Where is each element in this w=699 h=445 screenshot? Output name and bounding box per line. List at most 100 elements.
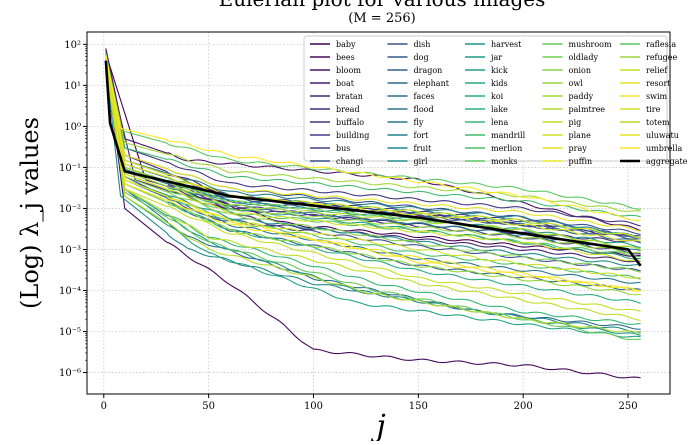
legend-label-pig: pig — [569, 118, 582, 127]
legend-label-palmtree: palmtree — [569, 105, 606, 114]
series-line-plane — [105, 60, 641, 279]
legend-label-oldlady: oldlady — [569, 53, 599, 62]
legend-label-elephant: elephant — [414, 79, 450, 88]
legend-label-faces: faces — [414, 92, 435, 101]
legend-label-bread: bread — [336, 105, 360, 114]
legend-label-jar: jar — [490, 53, 502, 62]
series-line-monks — [105, 58, 641, 258]
legend-label-resort: resort — [646, 79, 671, 88]
series-line-puffin — [105, 60, 641, 292]
legend-label-paddy: paddy — [569, 92, 594, 101]
series-line-tire — [105, 58, 641, 262]
x-axis-label: j — [370, 409, 385, 441]
legend-label-lake: lake — [491, 105, 508, 114]
series-line-elephant — [105, 56, 641, 244]
y-tick-label: 10⁻³ — [59, 245, 81, 256]
series-line-totem — [105, 65, 641, 335]
legend-label-raflesia: raflesia — [646, 40, 676, 49]
x-tick-label: 250 — [619, 401, 638, 412]
series-line-raflesia — [105, 53, 641, 210]
y-tick-label: 10⁻¹ — [59, 163, 81, 174]
legend-label-plane: plane — [569, 131, 592, 140]
series-line-buffalo — [105, 50, 641, 227]
legend-label-relief: relief — [646, 66, 668, 75]
legend-label-building: building — [336, 131, 369, 140]
y-tick-label: 10⁻⁵ — [59, 327, 81, 338]
legend-label-mushroom: mushroom — [569, 40, 612, 49]
legend-label-mandrill: mandrill — [491, 131, 526, 140]
series-line-mandrill — [105, 53, 641, 218]
x-tick-label: 200 — [514, 401, 533, 412]
legend-label-koi: koi — [491, 92, 504, 101]
y-tick-label: 10² — [64, 40, 81, 51]
series-line-faces — [105, 60, 641, 330]
legend-label-monks: monks — [491, 157, 518, 166]
legend-label-bratan: bratan — [336, 92, 363, 101]
y-ticks: 10⁻⁶ 10⁻⁵ 10⁻⁴ 10⁻³ 10⁻² 10⁻¹ 10⁰ 10¹ 10² — [59, 40, 87, 379]
x-tick-label: 0 — [101, 401, 107, 412]
x-tick-label: 50 — [202, 401, 215, 412]
series-line-owl — [105, 62, 641, 296]
legend-label-bees: bees — [336, 53, 355, 62]
legend-label-fort: fort — [414, 131, 430, 140]
legend-label-tire: tire — [646, 105, 661, 114]
legend-label-totem: totem — [646, 118, 670, 127]
legend-label-dish: dish — [414, 40, 431, 49]
legend-label-pray: pray — [569, 144, 588, 153]
legend-label-dog: dog — [414, 53, 429, 62]
series-line-dragon — [105, 65, 641, 291]
legend-label-bloom: bloom — [336, 66, 361, 75]
x-ticks: 0 50 100 150 200 250 — [101, 394, 638, 412]
chart-title: Eulerian plot for various images — [219, 0, 546, 11]
legend-label-kick: kick — [491, 66, 508, 75]
legend-label-onion: onion — [569, 66, 592, 75]
chart-subtitle: (M = 256) — [348, 11, 415, 26]
series-line-kick — [105, 58, 641, 260]
series-line-baby — [105, 53, 641, 257]
legend-label-bus: bus — [336, 144, 350, 153]
plot-frame — [86, 31, 671, 395]
legend-label-girl: girl — [414, 157, 429, 166]
legend: baby bees bloom boat bratan bread buffalo build… — [303, 35, 688, 166]
series-line-paddy — [105, 54, 641, 212]
legend-label-refugee: refugee — [646, 53, 678, 62]
legend-label-fruit: fruit — [414, 144, 432, 153]
y-tick-label: 10¹ — [64, 81, 81, 92]
legend-label-changi: changi — [336, 157, 364, 166]
series-line-lena — [105, 62, 641, 325]
legend-label-aggregate: aggregate — [646, 157, 688, 166]
legend-label-kids: kids — [491, 79, 508, 88]
series-line-pray — [105, 56, 641, 242]
legend-label-puffin: puffin — [569, 157, 593, 166]
legend-box — [303, 35, 668, 162]
y-axis-label: (Log) λ_j values — [16, 117, 44, 309]
series-line-refugee — [105, 58, 641, 254]
legend-label-lena: lena — [491, 118, 508, 127]
series-line-relief — [105, 62, 641, 313]
series-line-palmtree — [105, 58, 641, 251]
legend-label-harvest: harvest — [491, 40, 522, 49]
legend-label-fly: fly — [414, 118, 424, 127]
legend-label-boat: boat — [336, 79, 355, 88]
legend-label-dragon: dragon — [414, 66, 443, 75]
series-line-bees — [105, 60, 641, 379]
y-tick-label: 10⁻² — [59, 204, 81, 215]
series-line-resort — [105, 56, 641, 239]
series-line-swim — [105, 60, 641, 292]
series-lines — [104, 48, 642, 379]
series-line-oldlady — [105, 56, 641, 250]
legend-label-baby: baby — [336, 40, 356, 49]
legend-label-owl: owl — [569, 79, 584, 88]
series-line-kids — [105, 65, 641, 338]
series-line-umbrella — [105, 56, 641, 221]
series-line-pig — [105, 65, 641, 321]
series-line-mushroom — [105, 65, 641, 341]
series-line-fort — [105, 54, 641, 239]
y-tick-label: 10⁻⁶ — [59, 368, 81, 379]
legend-label-merlion: merlion — [491, 144, 522, 153]
series-line-fly — [105, 58, 641, 252]
legend-label-umbrella: umbrella — [646, 144, 683, 153]
legend-label-flood: flood — [414, 105, 434, 114]
